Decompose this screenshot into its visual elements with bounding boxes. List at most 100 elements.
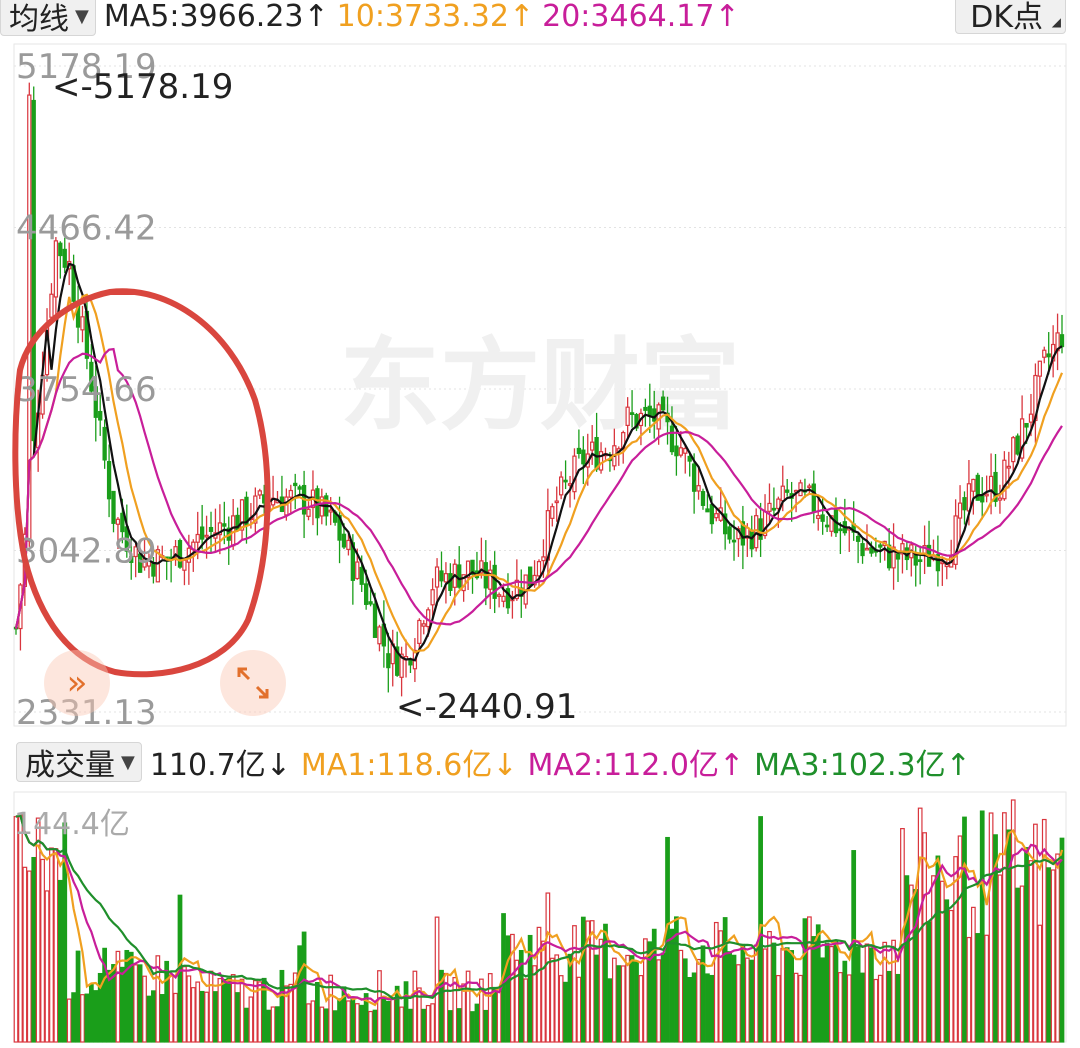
- candle: [115, 517, 121, 549]
- candle: [935, 535, 941, 587]
- volume-bar: [532, 965, 537, 1043]
- expand-left-button[interactable]: »: [44, 650, 110, 716]
- volume-bar: [1019, 885, 1025, 1043]
- volume-bar: [718, 930, 724, 1043]
- candle: [62, 237, 67, 274]
- volume-bar: [408, 1008, 413, 1043]
- volume-bar: [744, 957, 750, 1043]
- volume-bar: [479, 978, 484, 1043]
- candle: [723, 499, 728, 550]
- y-tick-label: 3042.89: [16, 532, 157, 572]
- volume-ma3: MA3:102.3亿↑: [754, 748, 971, 783]
- candle: [563, 460, 568, 490]
- volume-bar: [1028, 860, 1034, 1043]
- volume-bar: [642, 938, 648, 1043]
- volume-bar: [49, 847, 54, 1043]
- price-chart[interactable]: 东方财富 5178.19 4466.42 3754.66 3042.89 2331.13…: [0, 0, 1080, 740]
- candle: [98, 392, 103, 436]
- volume-bar: [1037, 924, 1043, 1043]
- volume-bar: [1006, 829, 1012, 1043]
- volume-bar: [31, 856, 37, 1043]
- volume-bar: [470, 1011, 475, 1043]
- volume-bar: [775, 974, 781, 1043]
- volume-bar: [394, 985, 400, 1043]
- volume-bar: [248, 996, 254, 1043]
- candle: [625, 397, 630, 438]
- volume-bar: [164, 960, 170, 1043]
- candle: [102, 419, 107, 469]
- dk-point-button[interactable]: DK点 ◢: [955, 0, 1066, 35]
- vol-ma1-line: [15, 813, 1064, 1007]
- volume-bar: [838, 972, 843, 1043]
- candle: [106, 444, 112, 518]
- volume-bar: [208, 970, 214, 1043]
- volume-bar: [425, 1004, 431, 1043]
- volume-bar: [62, 822, 68, 1043]
- volume-bar: [833, 939, 839, 1043]
- candle: [581, 436, 586, 485]
- ma10-line: [14, 293, 1064, 654]
- volume-bar: [53, 848, 59, 1043]
- volume-bar: [195, 981, 201, 1043]
- volume-bar: [656, 959, 662, 1043]
- volume-bar: [315, 981, 320, 1043]
- fullscreen-button[interactable]: [220, 650, 286, 716]
- volume-bar: [953, 856, 959, 1043]
- volume-bar: [275, 1006, 280, 1043]
- volume-bar: [514, 959, 520, 1043]
- volume-bar: [447, 1010, 453, 1043]
- volume-bar: [793, 972, 799, 1043]
- volume-bar: [301, 931, 307, 1043]
- volume-bar: [261, 977, 267, 1043]
- candle: [816, 496, 821, 531]
- volume-bar: [873, 978, 879, 1043]
- volume-bar: [230, 974, 236, 1043]
- volume-bar: [22, 866, 28, 1043]
- candle: [971, 478, 976, 515]
- volume-bar: [452, 977, 458, 1043]
- volume-bar: [412, 970, 418, 1043]
- volume-bar: [696, 958, 701, 1043]
- volume-bar: [501, 913, 506, 1043]
- candle: [683, 445, 688, 474]
- candle: [479, 537, 484, 579]
- candle: [771, 487, 777, 517]
- volume-bar: [217, 977, 223, 1043]
- candle: [239, 498, 245, 540]
- volume-bar: [421, 1008, 427, 1043]
- volume-bar: [84, 993, 90, 1043]
- volume-bar: [173, 992, 178, 1043]
- volume-bar: [616, 965, 622, 1043]
- volume-bar: [190, 987, 196, 1043]
- candle: [306, 501, 311, 521]
- volume-bar: [204, 991, 209, 1043]
- volume-bar: [1046, 867, 1052, 1043]
- volume-bar: [789, 950, 795, 1043]
- volume-bar: [811, 936, 817, 1043]
- volume-bar: [505, 935, 511, 1043]
- volume-bar: [306, 1003, 311, 1043]
- volume-header: 成交量 ▼ 110.7亿↓ MA1:118.6亿↓ MA2:112.0亿↑ MA…: [0, 740, 971, 784]
- volume-bar: [824, 942, 830, 1043]
- indicator-select[interactable]: 均线 ▼: [0, 0, 96, 37]
- volume-bar: [115, 950, 121, 1043]
- volume-bar: [235, 992, 240, 1043]
- volume-bar: [580, 916, 586, 1043]
- candle: [705, 494, 710, 513]
- volume-select[interactable]: 成交量 ▼: [16, 742, 142, 783]
- volume-bar: [177, 894, 183, 1043]
- volume-bar: [75, 950, 81, 1043]
- volume-bar: [820, 957, 826, 1043]
- volume-bar: [651, 928, 657, 1043]
- volume-bar: [904, 875, 910, 1043]
- candle: [1015, 433, 1020, 456]
- volume-bar: [594, 954, 599, 1043]
- candle: [984, 475, 989, 503]
- candle: [576, 429, 582, 459]
- vol-ma2-line: [15, 813, 1063, 1004]
- candle: [660, 390, 666, 412]
- volume-bar: [638, 975, 644, 1043]
- candle: [997, 484, 1003, 514]
- candle: [674, 425, 679, 476]
- candle: [200, 504, 205, 550]
